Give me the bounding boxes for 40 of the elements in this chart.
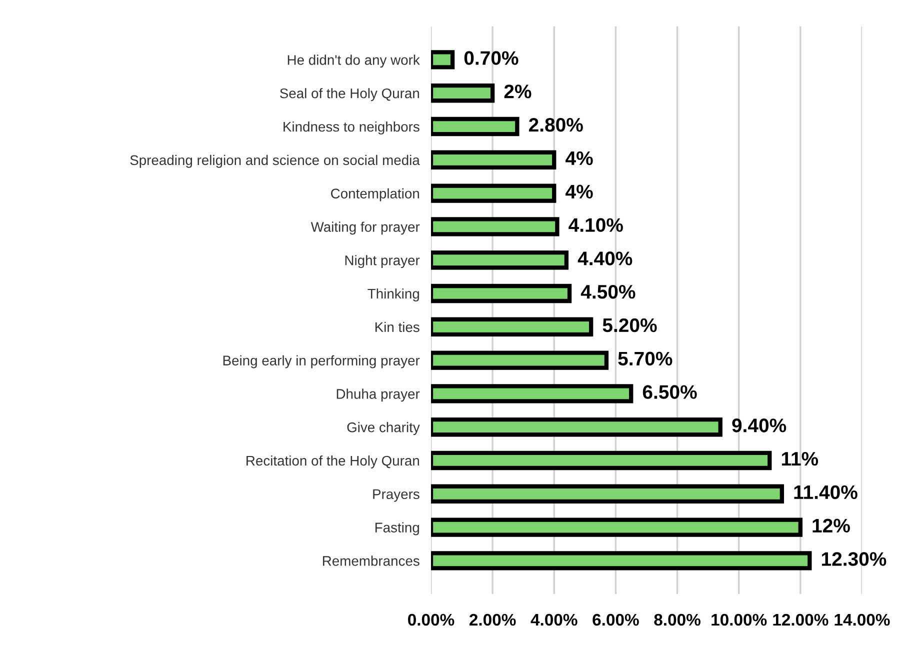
data-label: 4.50% [580,284,636,299]
y-tick-label: Fasting [375,522,419,536]
y-tick-label: Give charity [347,422,420,436]
data-label: 11% [782,452,818,466]
data-label: 11.40% [794,485,858,500]
x-tick-label: 10.00% [712,614,767,626]
data-label: 2% [504,84,532,98]
x-tick-label: 6.00% [592,614,639,626]
y-tick-label: Spreading religion and science on social media [130,154,420,168]
x-tick-label: 0.00% [408,614,454,626]
data-label: 4.40% [578,252,632,266]
x-tick-label: 4.00% [530,614,578,626]
x-tick-label: 8.00% [654,614,700,626]
x-tick-label: 2.00% [470,614,516,626]
y-tick-label: Prayers [373,489,420,502]
data-label: 5.20% [602,318,657,332]
data-label: 5.70% [618,352,672,366]
y-tick-label: Being early in performing prayer [223,355,420,368]
y-tick-label: Contemplation [331,188,419,202]
data-label: 2.80% [528,118,583,132]
data-label: 4% [566,151,593,166]
x-tick-label: 14.00% [834,614,890,626]
data-label: 9.40% [732,418,786,432]
y-tick-label: Dhuha prayer [336,388,420,402]
data-label: 0.70% [464,51,518,65]
y-tick-label: Remembrances [322,556,420,566]
y-tick-label: Kindness to neighbors [284,121,420,134]
data-label: 12.30% [822,552,886,566]
y-tick-label: Waiting for prayer [310,222,420,235]
y-tick-label: Kin ties [375,322,420,332]
y-tick-label: Seal of the Holy Quran [280,88,419,102]
x-tick-label: 12.00% [773,614,828,626]
y-tick-label: Night prayer [345,255,420,268]
y-tick-label: Thinking [368,288,419,302]
y-tick-label: Recitation of the Holy Quran [246,455,419,468]
data-label: 6.50% [642,385,697,399]
y-tick-label: He didn't do any work [288,54,420,68]
data-label: 4% [566,184,593,198]
data-label: 12% [812,518,850,532]
data-label: 4.10% [568,218,623,232]
